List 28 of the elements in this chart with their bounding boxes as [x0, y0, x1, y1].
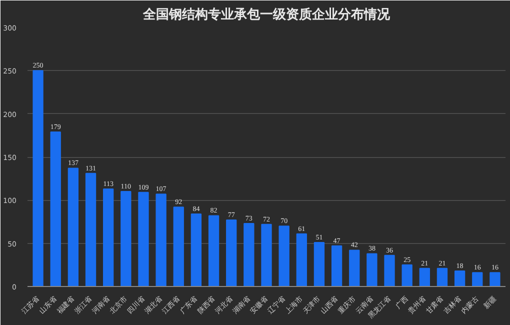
bar [244, 222, 254, 286]
bar [261, 224, 272, 286]
bar [402, 264, 412, 286]
bar [349, 250, 360, 286]
bar [490, 272, 500, 286]
bar [226, 220, 237, 286]
bar [173, 206, 184, 286]
bar [208, 215, 220, 286]
bar [103, 188, 114, 286]
bar [454, 270, 466, 286]
bar [331, 245, 342, 286]
bar [138, 192, 149, 286]
chart-title: 全国钢结构专业承包一级资质企业分布情况 [142, 6, 391, 22]
bar [366, 253, 378, 286]
bar [296, 233, 307, 286]
bar [190, 213, 202, 286]
bar [384, 254, 395, 286]
bar [419, 268, 430, 286]
bar [436, 268, 448, 286]
bar [120, 191, 132, 286]
bar [32, 70, 44, 286]
bar [472, 272, 483, 286]
bar [50, 131, 61, 286]
bar [85, 172, 96, 286]
bar [314, 242, 325, 286]
bar [278, 226, 290, 286]
bar [156, 194, 166, 286]
bar [68, 168, 79, 286]
